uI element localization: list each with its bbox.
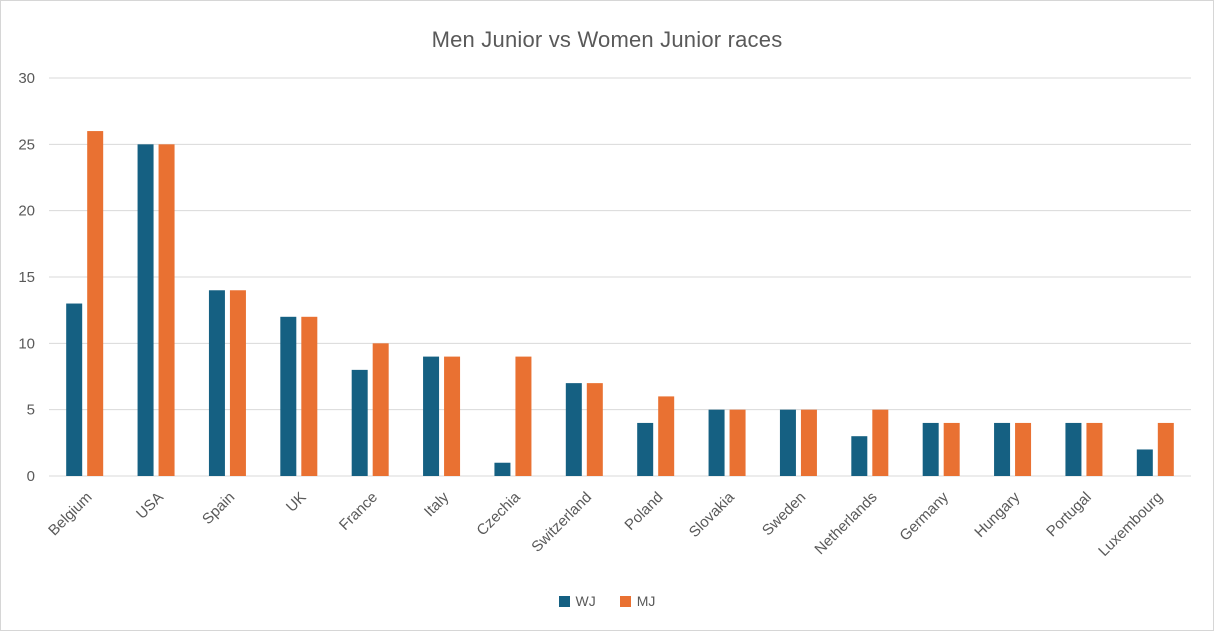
bar-mj-france — [372, 343, 389, 476]
bar-wj-czechia — [494, 462, 511, 476]
bar-mj-switzerland — [586, 383, 603, 476]
legend-item-mj: MJ — [619, 593, 656, 609]
y-tick-label-25: 25 — [18, 136, 35, 153]
x-axis-label-spain: Spain — [199, 489, 238, 528]
legend-label-wj: WJ — [575, 593, 596, 609]
legend-label-mj: MJ — [636, 593, 656, 609]
bar-mj-slovakia — [729, 409, 746, 476]
legend-swatch-mj-icon — [619, 595, 631, 607]
bar-wj-slovakia — [708, 409, 725, 476]
bar-wj-spain — [208, 290, 225, 476]
x-axis-label-netherlands: Netherlands — [811, 489, 880, 558]
bar-mj-spain — [229, 290, 246, 476]
x-axis-label-belgium: Belgium — [45, 489, 95, 539]
bar-mj-usa — [158, 144, 175, 477]
y-tick-label-5: 5 — [27, 402, 35, 419]
chart-title: Men Junior vs Women Junior races — [431, 27, 783, 52]
bar-wj-hungary — [994, 422, 1011, 476]
bar-wj-sweden — [779, 409, 796, 476]
bar-wj-uk — [280, 316, 297, 476]
bar-wj-germany — [922, 422, 939, 476]
bar-wj-portugal — [1065, 422, 1082, 476]
x-axis-label-switzerland: Switzerland — [528, 489, 595, 556]
x-axis-label-france: France — [336, 489, 381, 534]
y-tick-label-30: 30 — [18, 70, 35, 87]
x-axis-label-germany: Germany — [896, 488, 952, 544]
x-axis-label-czechia: Czechia — [473, 488, 524, 539]
bar-mj-hungary — [1015, 422, 1032, 476]
x-axis-label-portugal: Portugal — [1043, 489, 1095, 541]
x-axis-label-sweden: Sweden — [759, 489, 809, 539]
x-axis-label-uk: UK — [283, 489, 310, 516]
y-tick-label-20: 20 — [18, 203, 35, 220]
legend-item-wj: WJ — [558, 593, 596, 609]
legend-swatch-wj-icon — [558, 595, 570, 607]
x-axis-label-luxembourg: Luxembourg — [1095, 489, 1166, 560]
bar-mj-germany — [943, 422, 960, 476]
bar-mj-czechia — [515, 356, 532, 476]
bar-mj-uk — [301, 316, 318, 476]
bar-mj-belgium — [87, 131, 104, 477]
y-tick-label-10: 10 — [18, 335, 35, 352]
bar-wj-france — [351, 369, 368, 476]
x-axis-label-italy: Italy — [421, 488, 453, 520]
bar-mj-poland — [658, 396, 675, 476]
x-axis-label-poland: Poland — [621, 489, 666, 534]
bar-mj-italy — [444, 356, 461, 476]
x-axis-label-slovakia: Slovakia — [686, 488, 739, 541]
y-tick-label-15: 15 — [18, 269, 35, 286]
x-axis-label-usa: USA — [133, 489, 167, 523]
bar-wj-poland — [637, 422, 654, 476]
bar-wj-netherlands — [851, 436, 868, 476]
bar-wj-italy — [423, 356, 440, 476]
bar-wj-luxembourg — [1136, 449, 1153, 476]
y-tick-label-0: 0 — [27, 468, 35, 485]
x-axis-label-hungary: Hungary — [971, 488, 1023, 540]
bar-wj-usa — [137, 144, 154, 477]
bar-mj-luxembourg — [1157, 422, 1174, 476]
bar-wj-belgium — [66, 303, 83, 476]
bar-wj-switzerland — [565, 383, 582, 476]
bar-mj-sweden — [800, 409, 817, 476]
legend: WJ MJ — [1, 593, 1213, 609]
bar-mj-netherlands — [872, 409, 889, 476]
bar-mj-portugal — [1086, 422, 1103, 476]
